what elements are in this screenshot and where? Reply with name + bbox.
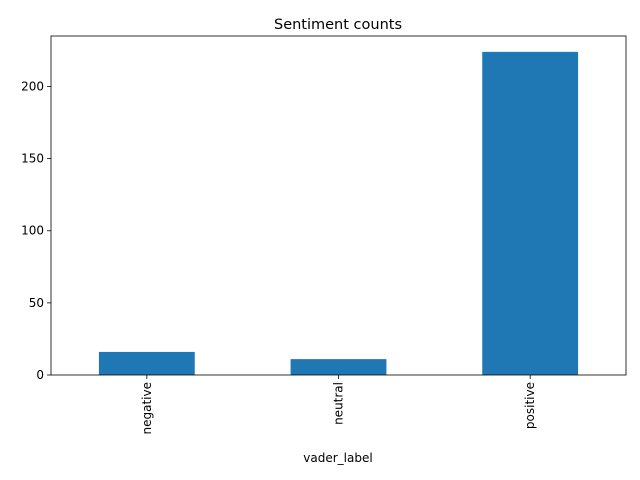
y-tick-label-50: 50 (29, 296, 44, 310)
bar-positive (482, 51, 579, 376)
x-axis-label: vader_label (303, 451, 372, 465)
y-tick-label-150: 150 (21, 152, 44, 166)
x-tick-label-neutral: neutral (332, 382, 346, 425)
y-tick-label-100: 100 (21, 224, 44, 238)
x-tick-label-positive: positive (523, 382, 537, 429)
x-tick-label-negative: negative (140, 382, 154, 434)
plot-area: 0 50 100 150 200 negative neutral positive (21, 35, 627, 434)
y-tick-label-0: 0 (36, 368, 44, 382)
chart-title: Sentiment counts (274, 17, 402, 33)
y-tick-label-200: 200 (21, 79, 44, 93)
bar-negative (98, 351, 195, 375)
bar-neutral (290, 359, 387, 375)
axes-frame (50, 35, 627, 376)
